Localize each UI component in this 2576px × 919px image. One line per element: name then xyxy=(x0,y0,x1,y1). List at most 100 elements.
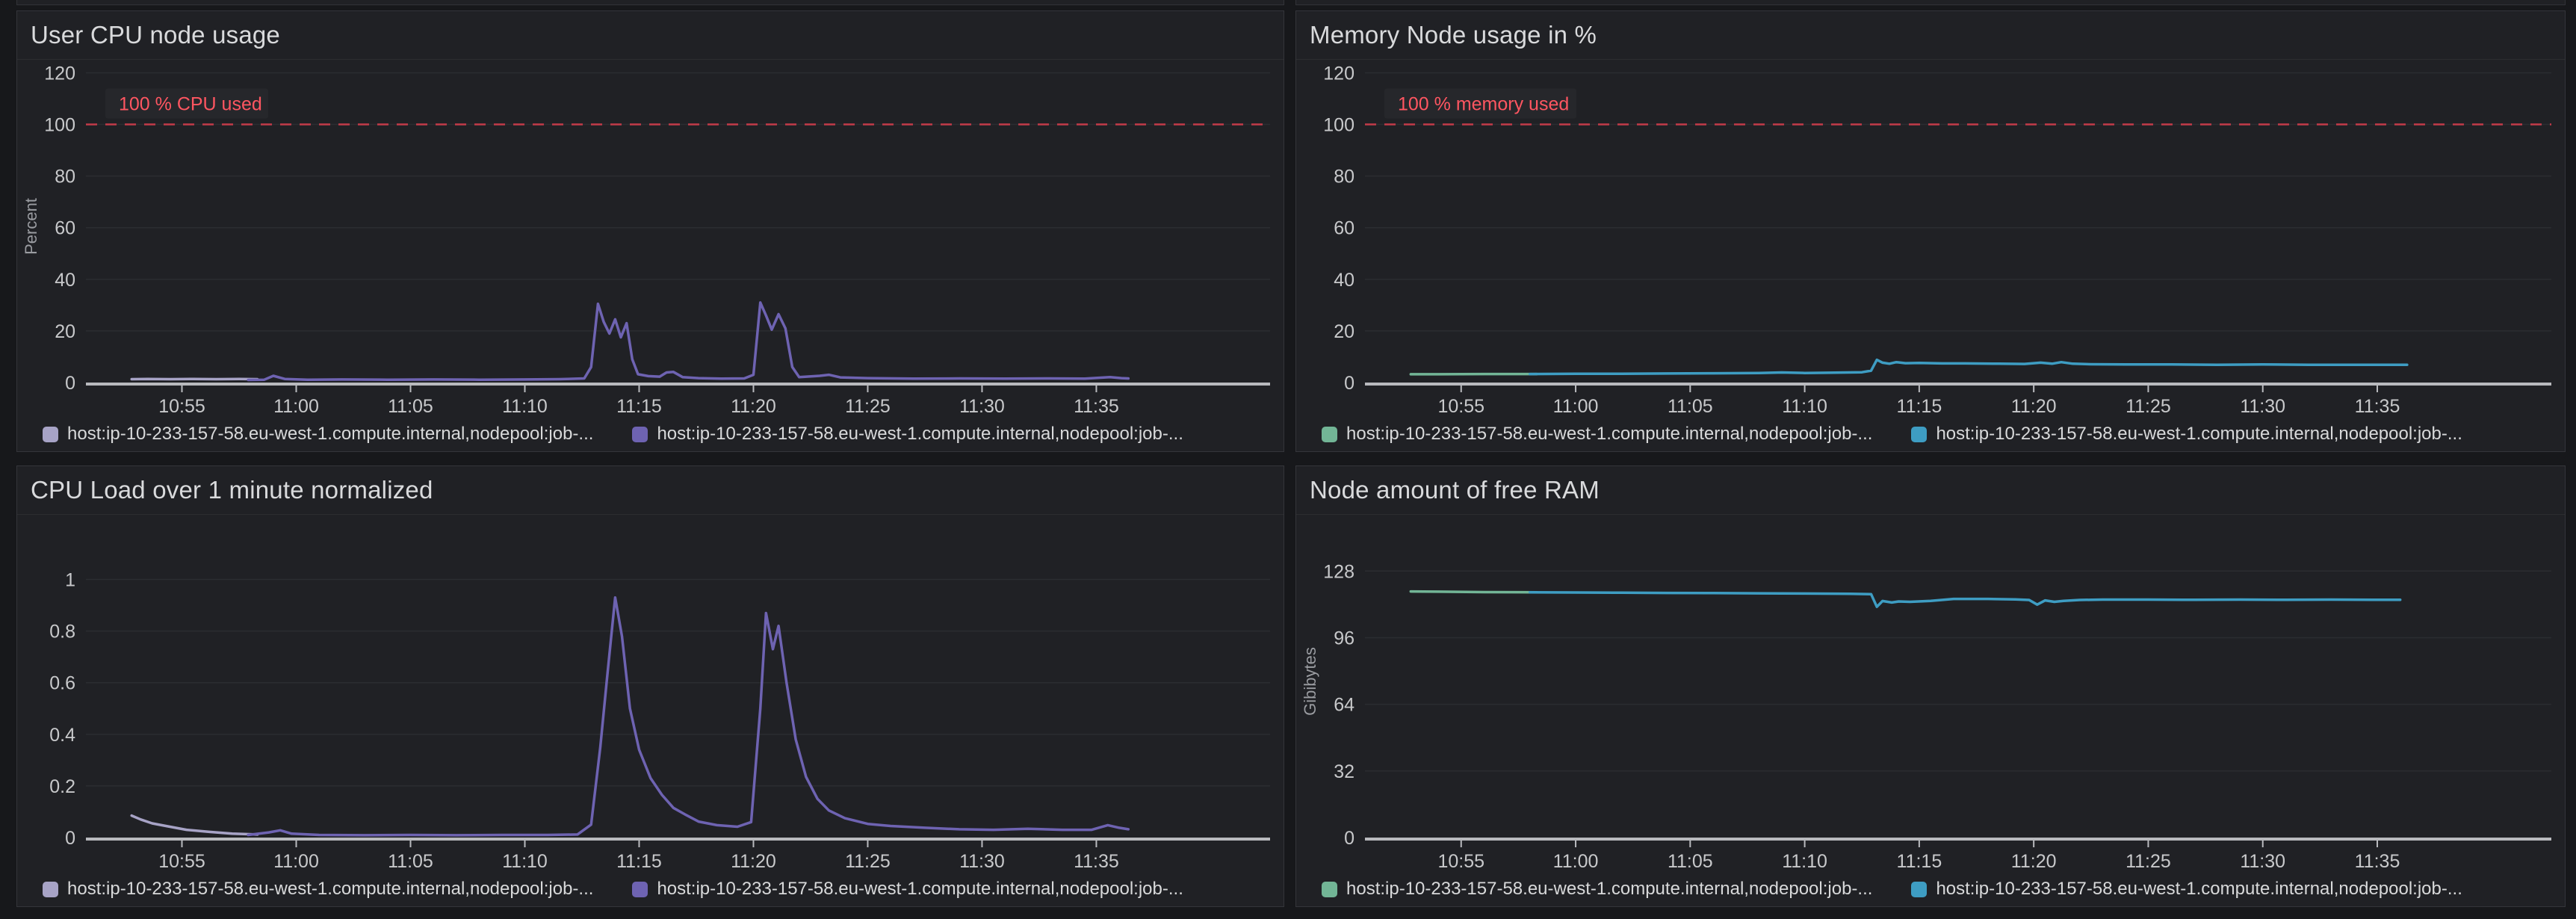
y-tick-label: 0.6 xyxy=(49,673,75,694)
legend-item[interactable]: host:ip-10-233-157-58.eu-west-1.compute.… xyxy=(1911,879,2462,900)
x-tick-label: 11:00 xyxy=(1553,396,1599,417)
legend-item[interactable]: host:ip-10-233-157-58.eu-west-1.compute.… xyxy=(1911,424,2462,445)
legend: host:ip-10-233-157-58.eu-west-1.compute.… xyxy=(17,417,1284,451)
chart-region: 0 20 40 60 80 100 120 10:55 11:00 11:05 11:10 11:15… xyxy=(17,60,1284,417)
legend-color-swatch xyxy=(1911,426,1928,442)
y-tick-label: 100 xyxy=(44,115,75,136)
y-tick-label: 80 xyxy=(1334,167,1354,188)
panel-title[interactable]: Node amount of free RAM xyxy=(1310,476,1600,504)
legend-color-swatch xyxy=(632,426,648,442)
panel-node-free-ram: Node amount of free RAM 0 32 64 96 128 10:55 1… xyxy=(1295,465,2566,907)
y-tick-label: 0.8 xyxy=(49,622,75,643)
x-tick-label: 11:35 xyxy=(1074,851,1119,872)
series-line xyxy=(247,595,1130,837)
x-tick-label: 10:55 xyxy=(1437,851,1484,872)
x-tick-label: 11:05 xyxy=(1668,396,1713,417)
threshold-label-bg xyxy=(1384,88,1576,119)
time-series-chart[interactable]: 0 20 40 60 80 100 120 10:55 11:00 11:05 11:10 11:15… xyxy=(17,60,1284,417)
x-tick-label: 11:10 xyxy=(1782,851,1827,872)
series-line xyxy=(130,814,259,836)
legend-item[interactable]: host:ip-10-233-157-58.eu-west-1.compute.… xyxy=(1322,424,1872,445)
x-tick-label: 11:15 xyxy=(1897,851,1942,872)
y-tick-label: 96 xyxy=(1334,628,1354,649)
threshold-label: 100 % CPU used xyxy=(119,94,262,115)
legend-item[interactable]: host:ip-10-233-157-58.eu-west-1.compute.… xyxy=(43,879,593,900)
y-tick-label: 60 xyxy=(55,218,75,239)
legend-item[interactable]: host:ip-10-233-157-58.eu-west-1.compute.… xyxy=(43,424,593,445)
x-tick-label: 10:55 xyxy=(1437,396,1484,417)
chart-region: 0 32 64 96 128 10:55 11:00 11:05 11:10 11:15 11:20… xyxy=(1296,515,2565,872)
x-tick-label: 11:30 xyxy=(959,851,1005,872)
time-series-chart[interactable]: 0 32 64 96 128 10:55 11:00 11:05 11:10 11:15 11:20… xyxy=(1296,515,2565,872)
y-tick-label: 120 xyxy=(1323,63,1354,84)
y-axis-title: Gibibytes xyxy=(1301,647,1319,716)
legend-item[interactable]: host:ip-10-233-157-58.eu-west-1.compute.… xyxy=(632,879,1183,900)
y-tick-label: 0.4 xyxy=(49,725,75,746)
legend: host:ip-10-233-157-58.eu-west-1.compute.… xyxy=(1296,417,2565,451)
chart-region: 0 20 40 60 80 100 120 10:55 11:00 11:05 11:10 11:15… xyxy=(1296,60,2565,417)
legend-color-swatch xyxy=(1322,881,1337,897)
y-tick-label: 32 xyxy=(1334,761,1354,782)
x-tick-label: 11:35 xyxy=(2355,851,2400,872)
x-tick-label: 11:00 xyxy=(273,851,319,872)
threshold-label-bg xyxy=(105,88,268,119)
x-tick-label: 11:30 xyxy=(2240,396,2285,417)
panel-title[interactable]: Memory Node usage in % xyxy=(1310,21,1597,49)
x-tick-label: 11:05 xyxy=(1668,851,1713,872)
y-tick-label: 80 xyxy=(55,167,75,188)
panel-cpu-load-normalized: CPU Load over 1 minute normalized 0 0.2 0.… xyxy=(16,465,1284,907)
series-line xyxy=(247,301,1130,382)
x-tick-label: 10:55 xyxy=(158,396,205,417)
panel-title[interactable]: CPU Load over 1 minute normalized xyxy=(31,476,433,504)
x-tick-label: 11:20 xyxy=(2011,396,2057,417)
y-tick-label: 20 xyxy=(1334,321,1354,342)
x-tick-label: 11:20 xyxy=(731,396,776,417)
x-tick-label: 11:30 xyxy=(959,396,1005,417)
y-tick-label: 120 xyxy=(44,63,75,84)
y-axis-title: Percent xyxy=(22,198,40,255)
y-tick-label: 0 xyxy=(65,373,75,394)
series-line xyxy=(1528,358,2409,376)
panel-user-cpu-node-usage: User CPU node usage 0 20 40 60 80 100 120 10:55… xyxy=(16,10,1284,452)
legend-color-swatch xyxy=(43,426,58,442)
legend-color-swatch xyxy=(43,881,58,897)
x-tick-label: 11:25 xyxy=(2125,851,2171,872)
x-tick-label: 11:15 xyxy=(1897,396,1942,417)
panel-header: Memory Node usage in % xyxy=(1296,11,2565,60)
panel-above-sliver-left xyxy=(16,0,1284,5)
x-tick-label: 11:05 xyxy=(388,396,433,417)
legend: host:ip-10-233-157-58.eu-west-1.compute.… xyxy=(17,872,1284,906)
legend-label: host:ip-10-233-157-58.eu-west-1.compute.… xyxy=(1936,879,2462,899)
legend-label: host:ip-10-233-157-58.eu-west-1.compute.… xyxy=(1346,424,1873,444)
x-tick-label: 11:15 xyxy=(616,851,662,872)
x-tick-label: 11:00 xyxy=(273,396,319,417)
legend-color-swatch xyxy=(1322,426,1337,442)
x-tick-label: 11:25 xyxy=(845,851,891,872)
time-series-chart[interactable]: 0 0.2 0.4 0.6 0.8 1 10:55 11:00 11:05 11:10 11:15 1… xyxy=(17,515,1284,872)
x-tick-label: 11:05 xyxy=(388,851,433,872)
y-tick-label: 0.2 xyxy=(49,776,75,797)
time-series-chart[interactable]: 0 20 40 60 80 100 120 10:55 11:00 11:05 11:10 11:15… xyxy=(1296,60,2565,417)
panel-header: User CPU node usage xyxy=(17,11,1284,60)
y-tick-label: 64 xyxy=(1334,695,1354,716)
panel-header: CPU Load over 1 minute normalized xyxy=(17,466,1284,515)
y-tick-label: 100 xyxy=(1323,115,1354,136)
legend-label: host:ip-10-233-157-58.eu-west-1.compute.… xyxy=(657,879,1183,899)
panel-memory-node-usage: Memory Node usage in % 0 20 40 60 80 100 120 10… xyxy=(1295,10,2566,452)
series-line xyxy=(1528,590,2402,608)
panel-title[interactable]: User CPU node usage xyxy=(31,21,280,49)
legend-item[interactable]: host:ip-10-233-157-58.eu-west-1.compute.… xyxy=(632,424,1183,445)
y-tick-label: 128 xyxy=(1323,561,1354,582)
legend-item[interactable]: host:ip-10-233-157-58.eu-west-1.compute.… xyxy=(1322,879,1872,900)
y-tick-label: 0 xyxy=(65,828,75,849)
x-tick-label: 11:00 xyxy=(1553,851,1599,872)
panel-above-sliver-right xyxy=(1295,0,2566,5)
x-tick-label: 11:10 xyxy=(502,851,548,872)
y-tick-label: 0 xyxy=(1344,828,1354,849)
panel-header: Node amount of free RAM xyxy=(1296,466,2565,515)
y-tick-label: 60 xyxy=(1334,218,1354,239)
x-tick-label: 11:20 xyxy=(731,851,776,872)
y-tick-label: 40 xyxy=(1334,270,1354,291)
legend-label: host:ip-10-233-157-58.eu-west-1.compute.… xyxy=(67,879,594,899)
x-tick-label: 11:25 xyxy=(2125,396,2171,417)
